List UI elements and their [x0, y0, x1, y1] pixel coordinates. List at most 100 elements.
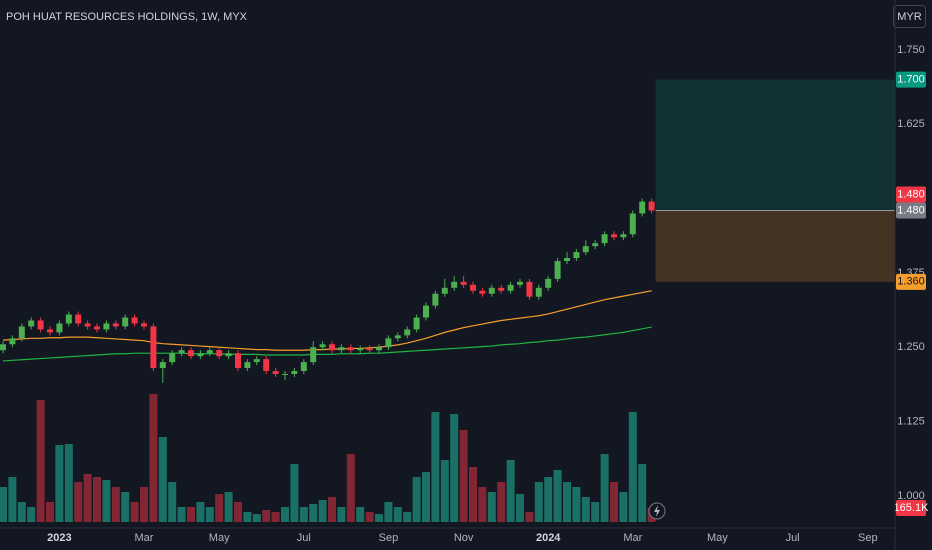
y-tick-label: 1.625: [897, 118, 925, 130]
volume-bar: [215, 494, 224, 522]
candle-body: [188, 350, 194, 357]
candle-body: [75, 314, 82, 324]
candle-body: [601, 234, 608, 244]
candle-body: [18, 326, 25, 339]
volume-bar: [55, 445, 64, 522]
candle-body: [526, 281, 533, 297]
x-tick-label: 2023: [47, 532, 71, 544]
candle-body: [329, 344, 335, 351]
lightning-glyph: [654, 505, 660, 517]
candle-body: [376, 347, 382, 351]
volume-bar: [600, 454, 609, 522]
volume-bar: [403, 512, 412, 522]
last-price-label: 1.480: [897, 188, 925, 200]
volume-bar: [318, 500, 327, 522]
y-tick-label: 1.000: [897, 490, 925, 502]
candle-body: [122, 317, 129, 327]
volume-bar: [328, 497, 336, 522]
x-tick-label: Jul: [786, 532, 800, 544]
volume-bar: [74, 482, 83, 522]
volume-bar: [412, 477, 421, 522]
last-volume-label-box: [896, 500, 926, 517]
volume-bar: [469, 467, 477, 522]
volume-bar: [478, 487, 487, 522]
x-tick-label: Mar: [135, 532, 154, 544]
volume-bar: [346, 454, 355, 522]
volume-bar: [36, 400, 45, 522]
candle-body: [573, 252, 580, 259]
volume-bar: [149, 394, 158, 522]
candle-body: [291, 371, 298, 374]
volume-bar: [516, 494, 524, 522]
volume-bar: [610, 482, 618, 522]
volume-bar: [187, 507, 195, 522]
volume-bar: [17, 502, 26, 522]
candle-body: [225, 353, 232, 357]
volume-bar: [271, 512, 280, 522]
candle-body: [310, 347, 317, 363]
volume-bar: [140, 487, 148, 522]
candle-body: [517, 281, 523, 285]
candle-body: [244, 362, 251, 369]
candle-body: [582, 246, 589, 253]
candle-body: [272, 371, 279, 374]
volume-bar: [252, 514, 261, 522]
volume-bar: [506, 460, 515, 522]
last-price-label-box: [896, 186, 926, 203]
volume-bar: [130, 502, 139, 522]
volume-bar: [525, 512, 534, 522]
x-tick-label: Nov: [454, 532, 474, 544]
last-volume-label: 165.1K: [894, 502, 930, 514]
candle-body: [479, 290, 486, 294]
candle-body: [460, 281, 467, 285]
volume-bar: [102, 480, 111, 522]
volume-bar: [422, 472, 430, 522]
candle-body: [338, 347, 345, 351]
entry-label: 1.480: [897, 204, 925, 216]
candle-body: [94, 326, 100, 330]
candle-body: [451, 281, 458, 288]
candle-body: [413, 317, 420, 330]
volume-bar: [243, 512, 252, 522]
moving-average: [2, 290, 652, 351]
candle-body: [347, 347, 354, 351]
candle-body: [159, 362, 166, 369]
currency-label[interactable]: MYR: [897, 11, 922, 23]
y-tick-label: 1.125: [897, 415, 925, 427]
volume-bar: [234, 502, 242, 522]
volume-bar: [281, 507, 289, 522]
volume-bar: [224, 492, 233, 522]
target-label-box: [896, 71, 926, 88]
candle-body: [197, 353, 204, 357]
volume-bar: [121, 492, 130, 522]
volume-bar: [375, 514, 383, 522]
volume-bar: [450, 414, 459, 522]
candle-body: [131, 317, 138, 324]
volume-bar: [440, 460, 449, 522]
x-tick-label: Mar: [623, 532, 642, 544]
x-tick-label: Sep: [379, 532, 399, 544]
volume-bar: [0, 487, 7, 522]
candle-body: [564, 258, 570, 262]
volume-bar: [111, 487, 120, 522]
volume-bar: [487, 492, 496, 522]
candle-body: [235, 353, 241, 369]
candle-body: [620, 234, 627, 238]
volume-bar: [309, 504, 318, 522]
volume-bar: [544, 477, 553, 522]
candle-body: [169, 353, 176, 363]
candle-body: [423, 305, 429, 318]
x-tick-label: Jul: [297, 532, 311, 544]
volume-bar: [497, 482, 506, 522]
volume-bar: [581, 497, 590, 522]
currency-button[interactable]: [893, 5, 926, 28]
volume-bar: [356, 507, 365, 522]
volume-bar: [553, 470, 562, 522]
candle-body: [263, 359, 270, 372]
stop-label-box: [896, 273, 926, 290]
candle-body: [56, 323, 63, 333]
volume-bar: [299, 507, 308, 522]
volume-bar: [196, 502, 205, 522]
y-tick-label: 1.750: [897, 44, 925, 56]
candle-body: [357, 348, 364, 351]
